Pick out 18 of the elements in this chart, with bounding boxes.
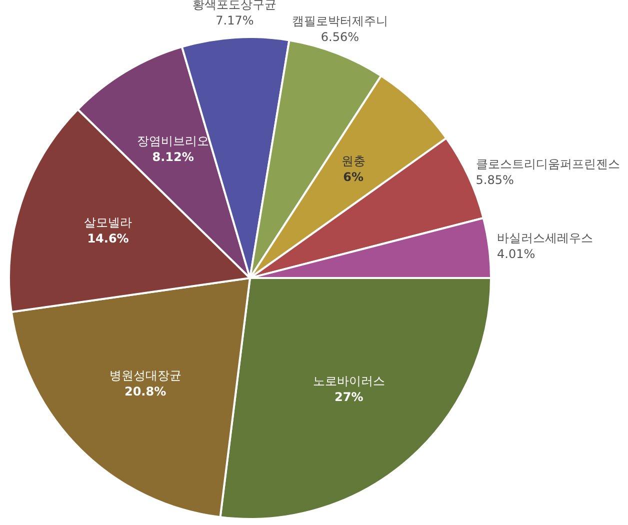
data-label: 8.12% — [152, 150, 194, 164]
data-label: 6.56% — [320, 30, 359, 44]
slice-label: 장염비브리오 — [137, 134, 210, 148]
data-label: 27% — [334, 390, 364, 404]
data-label: 20.8% — [124, 384, 166, 399]
data-label: 14.6% — [87, 232, 129, 246]
slice-label: 바실러스세레우스 — [497, 230, 594, 245]
slice-label: 노로바이러스 — [312, 374, 385, 388]
data-label: 7.17% — [216, 14, 254, 28]
slice-label: 살모넬라 — [84, 216, 132, 230]
slice-label: 원충 — [341, 154, 366, 168]
data-label: 4.01% — [497, 246, 536, 261]
data-label: 5.85% — [476, 173, 514, 188]
slice-label: 병원성대장균 — [109, 368, 182, 383]
slice-label: 캠필로박터제주니 — [292, 14, 388, 28]
data-label: 6% — [343, 170, 364, 184]
slice-label: 클로스트리디움퍼프린젠스 — [476, 157, 620, 172]
slice-label: 황색포도상구균 — [192, 0, 277, 12]
